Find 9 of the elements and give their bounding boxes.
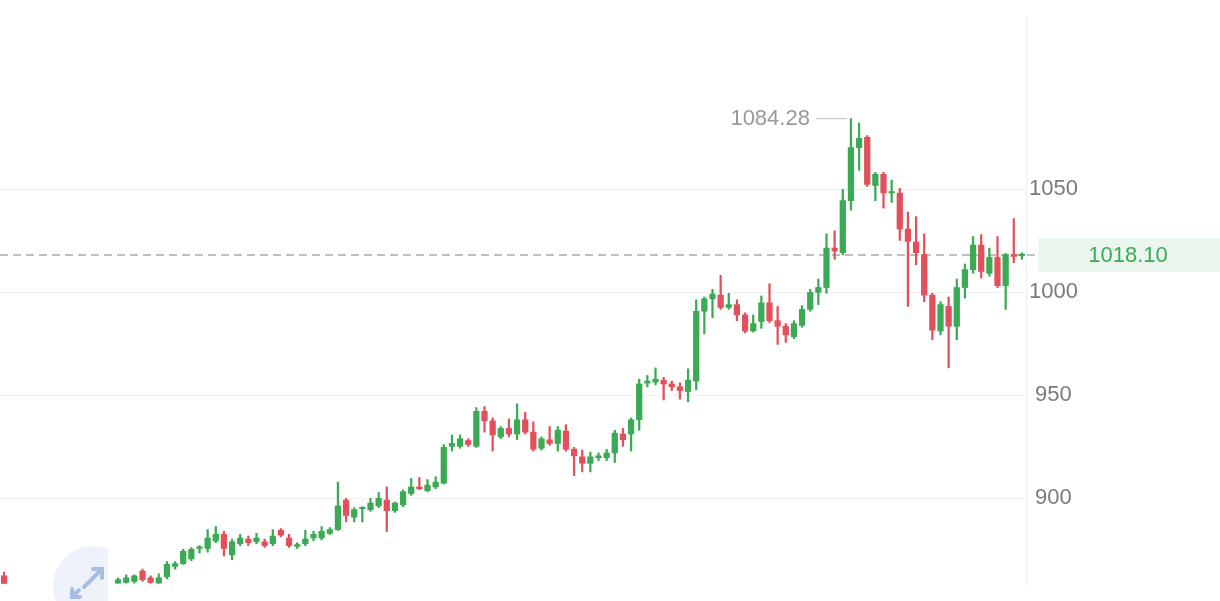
candlestick	[652, 367, 659, 386]
y-tick-label: 1050	[1028, 175, 1078, 201]
annotation: 1084.28	[730, 104, 810, 130]
ref-line-label: 1018.10	[1088, 242, 1168, 268]
y-tick-label: 900	[1035, 484, 1072, 510]
y-tick-label: 950	[1035, 381, 1072, 407]
candlestick	[196, 545, 203, 554]
candlestick	[709, 289, 716, 319]
y-tick-label: 1000	[1028, 278, 1078, 304]
